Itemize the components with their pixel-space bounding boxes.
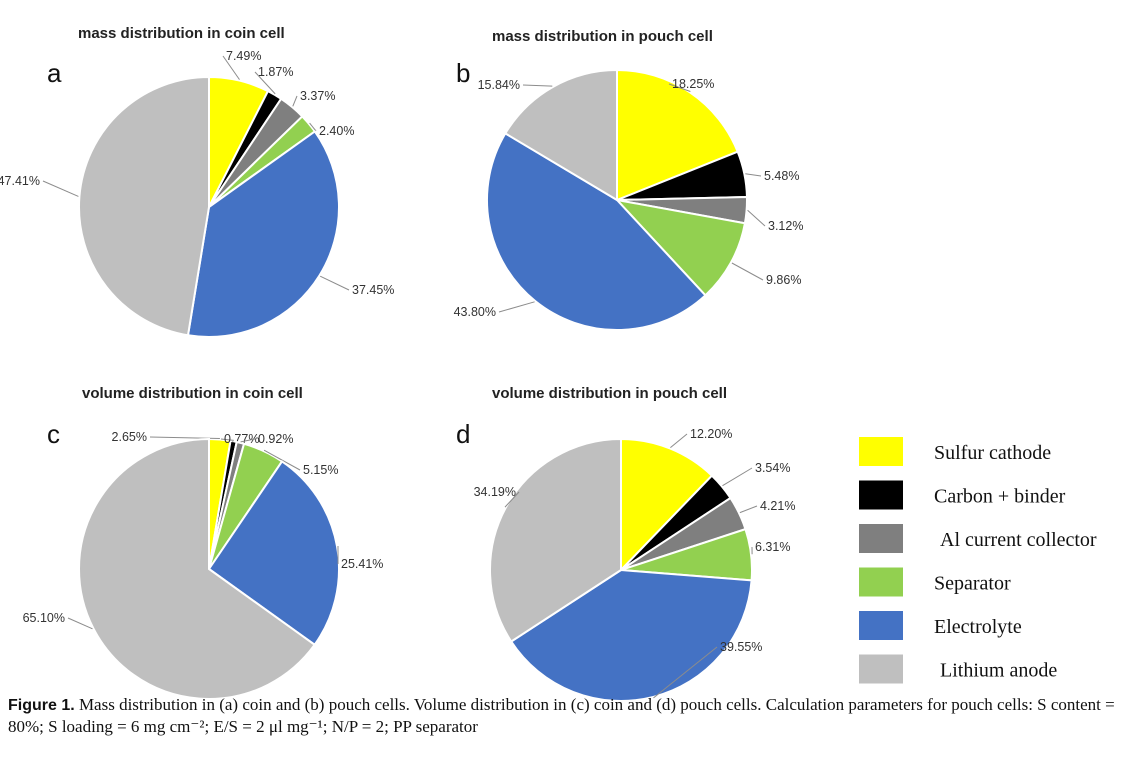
pie-slice-b-4 xyxy=(486,132,707,331)
leader-line-b-3 xyxy=(731,262,764,281)
data-label-c-1: 0.77% xyxy=(224,432,259,446)
leader-line-d-2 xyxy=(739,505,758,514)
leader-line-d-0 xyxy=(670,433,688,448)
pie-slice-b-0 xyxy=(616,68,739,202)
data-label-d-3: 6.31% xyxy=(755,540,790,554)
data-label-a-0: 7.49% xyxy=(226,49,261,63)
leader-line-d-1 xyxy=(722,467,753,487)
data-label-a-2: 3.37% xyxy=(300,89,335,103)
leader-line-c-2 xyxy=(240,438,256,443)
leader-line-d-5 xyxy=(504,491,520,508)
leader-line-a-0 xyxy=(222,55,240,80)
legend-swatch-2 xyxy=(859,524,903,553)
leader-line-b-1 xyxy=(745,173,762,177)
legend-label-2: Al current collector xyxy=(940,529,1097,551)
leader-line-b-5 xyxy=(522,84,553,87)
data-label-b-4: 43.80% xyxy=(454,305,496,319)
data-label-c-4: 25.41% xyxy=(341,557,383,571)
caption-text: Mass distribution in (a) coin and (b) po… xyxy=(8,695,1115,736)
pie-slice-c-5 xyxy=(78,437,317,700)
data-label-a-4: 37.45% xyxy=(352,283,394,297)
data-label-b-3: 9.86% xyxy=(766,273,801,287)
pie-slice-a-5 xyxy=(78,75,210,337)
data-label-c-5: 65.10% xyxy=(23,611,65,625)
leader-line-a-5 xyxy=(42,180,79,197)
chart-title-a: mass distribution in coin cell xyxy=(78,25,285,42)
leader-line-c-5 xyxy=(67,617,93,630)
leader-line-a-1 xyxy=(254,71,276,95)
legend-label-4: Electrolyte xyxy=(934,616,1022,638)
leader-line-a-3 xyxy=(309,122,317,132)
leader-line-c-3 xyxy=(263,449,301,471)
pie-slice-d-0 xyxy=(620,437,714,573)
legend-swatch-1 xyxy=(859,480,903,510)
legend-label-1: Carbon + binder xyxy=(934,486,1066,508)
pie-slice-c-4 xyxy=(207,460,340,647)
data-label-c-0: 2.65% xyxy=(112,430,147,444)
panel-letter-d: d xyxy=(456,419,470,449)
data-label-b-0: 18.25% xyxy=(672,77,714,91)
legend-label-3: Separator xyxy=(934,573,1011,595)
leader-line-b-0 xyxy=(668,83,691,92)
legend-swatch-4 xyxy=(859,611,903,640)
leader-line-a-2 xyxy=(292,95,298,107)
figure-caption: Figure 1. Mass distribution in (a) coin … xyxy=(8,694,1128,737)
legend-swatch-5 xyxy=(859,654,903,684)
panel-letter-a: a xyxy=(47,58,62,88)
data-label-d-4: 39.55% xyxy=(720,640,762,654)
panel-letter-c: c xyxy=(47,419,60,449)
legend-swatch-0 xyxy=(859,437,903,466)
data-label-d-2: 4.21% xyxy=(760,499,795,513)
leader-line-b-4 xyxy=(498,301,535,313)
leader-line-c-1 xyxy=(220,438,234,441)
legend-label-0: Sulfur cathode xyxy=(934,442,1051,464)
data-label-c-2: 0.92% xyxy=(258,432,293,446)
data-label-a-5: 47.41% xyxy=(0,174,40,188)
chart-title-b: mass distribution in pouch cell xyxy=(492,28,713,45)
data-label-b-2: 3.12% xyxy=(768,219,803,233)
data-label-d-0: 12.20% xyxy=(690,427,732,441)
leader-line-a-4 xyxy=(319,275,350,291)
panel-letter-b: b xyxy=(456,58,470,88)
pie-slice-d-5 xyxy=(489,437,622,643)
data-label-d-5: 34.19% xyxy=(474,485,516,499)
legend-swatch-3 xyxy=(859,567,903,597)
data-label-d-1: 3.54% xyxy=(755,461,790,475)
data-label-b-1: 5.48% xyxy=(764,169,799,183)
caption-label: Figure 1. xyxy=(8,697,75,714)
legend-label-5: Lithium anode xyxy=(940,660,1057,682)
chart-title-c: volume distribution in coin cell xyxy=(82,385,303,402)
data-label-a-1: 1.87% xyxy=(258,65,293,79)
data-label-a-3: 2.40% xyxy=(319,124,354,138)
pie-slice-b-3 xyxy=(614,198,747,297)
data-label-b-5: 15.84% xyxy=(478,78,520,92)
data-label-c-3: 5.15% xyxy=(303,463,338,477)
leader-line-b-2 xyxy=(747,209,766,227)
pie-slice-a-4 xyxy=(186,130,340,338)
chart-title-d: volume distribution in pouch cell xyxy=(492,385,727,402)
leader-line-d-4 xyxy=(653,646,718,699)
pie-slice-b-5 xyxy=(503,68,618,202)
